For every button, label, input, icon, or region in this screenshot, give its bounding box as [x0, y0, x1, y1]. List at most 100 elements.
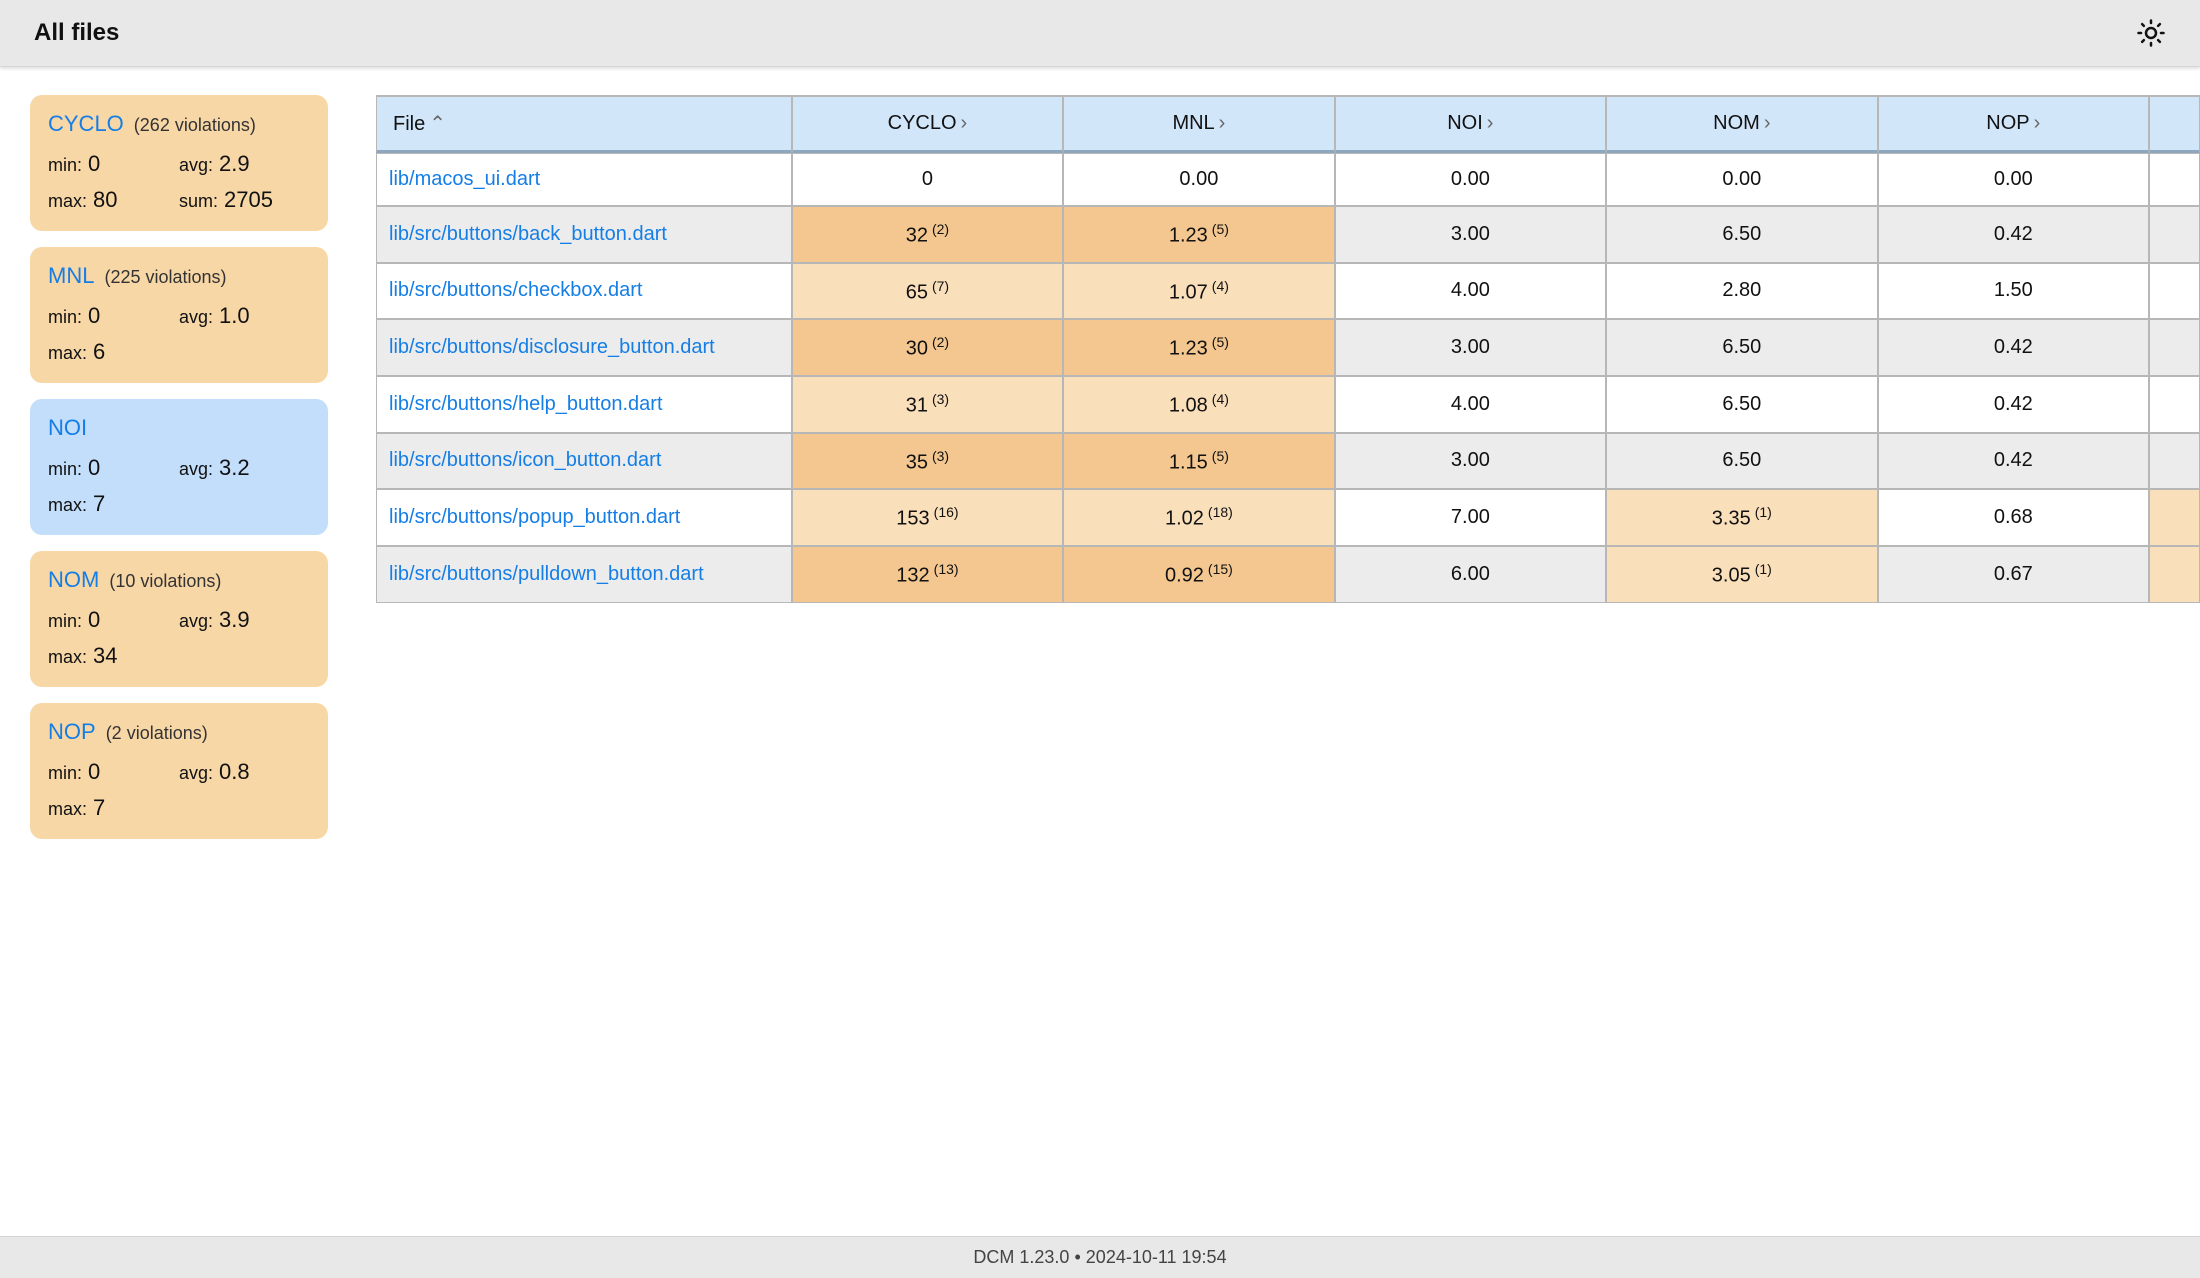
extra-cell	[2149, 153, 2200, 206]
metric-stat-label: min:	[48, 611, 82, 632]
metric-stat: avg:3.9	[179, 607, 310, 633]
metric-stat-label: max:	[48, 191, 87, 212]
metric-card-violations: (225 violations)	[104, 267, 226, 288]
metric-stat-value: 0.8	[219, 759, 250, 785]
metric-card-cyclo[interactable]: CYCLO(262 violations)min:0avg:2.9max:80s…	[30, 95, 328, 231]
metric-cell-value: 6.50	[1722, 449, 1761, 471]
metric-cell-value: 4.00	[1451, 393, 1490, 415]
metric-card-stats: min:0avg:1.0max:6	[48, 303, 310, 365]
metric-card-violations: (2 violations)	[106, 723, 208, 744]
metric-cell-value: 1.15	[1169, 451, 1208, 473]
file-link[interactable]: lib/src/buttons/disclosure_button.dart	[376, 319, 792, 376]
column-header-nom[interactable]: NOM›	[1606, 95, 1877, 153]
metric-card-stats: min:0avg:0.8max:7	[48, 759, 310, 821]
metric-cell-sup: (3)	[932, 391, 949, 407]
metric-card-stats: min:0avg:2.9max:80sum:2705	[48, 151, 310, 213]
metric-stat: sum: 2705	[179, 187, 310, 213]
metric-cell-sup: (3)	[932, 448, 949, 464]
metric-stat: min:0	[48, 455, 179, 481]
metric-cell-value: 0.00	[1722, 168, 1761, 190]
metric-cell-value: 0	[922, 168, 933, 190]
metric-cell-value: 1.08	[1169, 395, 1208, 417]
metric-cell-value: 2.80	[1722, 279, 1761, 301]
table-row: lib/src/buttons/disclosure_button.dart30…	[376, 319, 2200, 376]
metric-cell-value: 35	[906, 451, 928, 473]
header-bar: All files	[0, 0, 2200, 67]
metric-stat-value: 2705	[224, 187, 273, 213]
metric-stat: max:80	[48, 187, 179, 213]
metric-cell: 0.42	[1878, 319, 2149, 376]
metric-cell-value: 0.00	[1994, 168, 2033, 190]
metric-cell-value: 0.42	[1994, 223, 2033, 245]
table-row: lib/src/buttons/back_button.dart32(2)1.2…	[376, 206, 2200, 263]
metric-cell-sup: (1)	[1755, 561, 1772, 577]
metric-cell-value: 32	[906, 225, 928, 247]
metric-cell-sup: (4)	[1212, 278, 1229, 294]
metric-stat-value: 0	[88, 607, 100, 633]
footer-timestamp: 2024-10-11 19:54	[1086, 1247, 1227, 1267]
column-header-file[interactable]: File⌃	[376, 95, 792, 153]
file-link[interactable]: lib/src/buttons/pulldown_button.dart	[376, 546, 792, 603]
metric-stat-label: max:	[48, 647, 87, 668]
metric-stat: avg:2.9	[179, 151, 310, 177]
column-header-nop[interactable]: NOP›	[1878, 95, 2149, 153]
metric-stat-value: 6	[93, 339, 105, 365]
metric-cell: 3.35(1)	[1606, 489, 1877, 546]
theme-toggle-button[interactable]	[2136, 18, 2166, 48]
column-header-noi[interactable]: NOI›	[1335, 95, 1606, 153]
metric-cell-value: 153	[896, 508, 929, 530]
metric-cell: 1.07(4)	[1063, 263, 1334, 320]
metric-card-name: NOI	[48, 415, 87, 441]
metric-cell: 6.50	[1606, 433, 1877, 490]
metric-cell-sup: (16)	[934, 504, 959, 520]
metric-stat-label: min:	[48, 155, 82, 176]
metric-cell-sup: (2)	[932, 221, 949, 237]
metric-cell: 6.50	[1606, 206, 1877, 263]
metric-cell-sup: (15)	[1208, 561, 1233, 577]
metric-cell: 2.80	[1606, 263, 1877, 320]
column-header-cyclo[interactable]: CYCLO›	[792, 95, 1063, 153]
metric-card-mnl[interactable]: MNL(225 violations)min:0avg:1.0max:6	[30, 247, 328, 383]
metric-cell-sup: (13)	[934, 561, 959, 577]
metric-stat-value: 7	[93, 491, 105, 517]
metric-cell-value: 0.00	[1451, 168, 1490, 190]
file-link[interactable]: lib/src/buttons/help_button.dart	[376, 376, 792, 433]
metric-cell-sup: (5)	[1212, 334, 1229, 350]
metric-card-violations: (262 violations)	[134, 115, 256, 136]
file-link[interactable]: lib/src/buttons/checkbox.dart	[376, 263, 792, 320]
sun-icon	[2136, 18, 2166, 48]
chevron-right-icon: ›	[1487, 112, 1494, 135]
metric-cell-value: 1.07	[1169, 281, 1208, 303]
file-link[interactable]: lib/src/buttons/popup_button.dart	[376, 489, 792, 546]
metric-cell: 0.92(15)	[1063, 546, 1334, 603]
metric-cell: 0.00	[1606, 153, 1877, 206]
column-header-label: File	[393, 113, 425, 135]
table-row: lib/src/buttons/icon_button.dart 35(3) 1.1…	[376, 433, 2200, 490]
metric-cell: 6.50	[1606, 319, 1877, 376]
metric-card-nop[interactable]: NOP(2 violations)min:0avg:0.8max:7	[30, 703, 328, 839]
metric-cell-value: 65	[906, 281, 928, 303]
metric-stat: avg:1.0	[179, 303, 310, 329]
column-header-label: CYCLO	[888, 112, 957, 134]
metrics-table: File⌃CYCLO›MNL›NOI›NOM›NOP› lib/macos_ui…	[376, 95, 2200, 603]
metric-stat-label: sum:	[179, 191, 218, 212]
metric-cell: 3.05(1)	[1606, 546, 1877, 603]
metric-card-noi[interactable]: NOI min:0avg:3.2max:7	[30, 399, 328, 535]
metric-cell: 0.67	[1878, 546, 2149, 603]
file-link[interactable]: lib/src/buttons/back_button.dart	[376, 206, 792, 263]
metric-cell-value: 4.00	[1451, 279, 1490, 301]
chevron-right-icon: ›	[1764, 112, 1771, 135]
metric-cell: 0	[792, 153, 1063, 206]
column-header-mnl[interactable]: MNL›	[1063, 95, 1334, 153]
file-link[interactable]: lib/macos_ui.dart	[376, 153, 792, 206]
table-row: lib/src/buttons/checkbox.dart65(7)1.07(4…	[376, 263, 2200, 320]
metric-stat: avg:0.8	[179, 759, 310, 785]
metric-cell-value: 132	[896, 565, 929, 587]
metric-card-nom[interactable]: NOM(10 violations)min:0avg:3.9max:34	[30, 551, 328, 687]
metric-stat: min:0	[48, 303, 179, 329]
metric-stat-value: 0	[88, 303, 100, 329]
metric-cell: 6.50	[1606, 376, 1877, 433]
file-link[interactable]: lib/src/buttons/icon_button.dart	[376, 433, 792, 490]
metric-card-stats: min:0avg:3.2max:7	[48, 455, 310, 517]
metric-cell: 3.00	[1335, 433, 1606, 490]
